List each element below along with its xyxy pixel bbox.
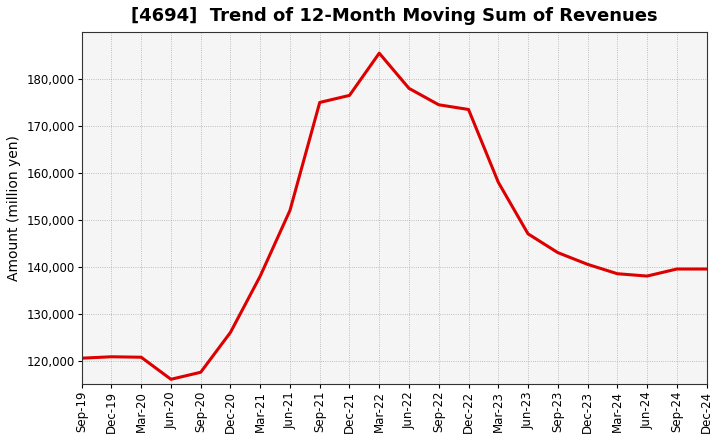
Title: [4694]  Trend of 12-Month Moving Sum of Revenues: [4694] Trend of 12-Month Moving Sum of R…: [131, 7, 657, 25]
Y-axis label: Amount (million yen): Amount (million yen): [7, 135, 21, 281]
